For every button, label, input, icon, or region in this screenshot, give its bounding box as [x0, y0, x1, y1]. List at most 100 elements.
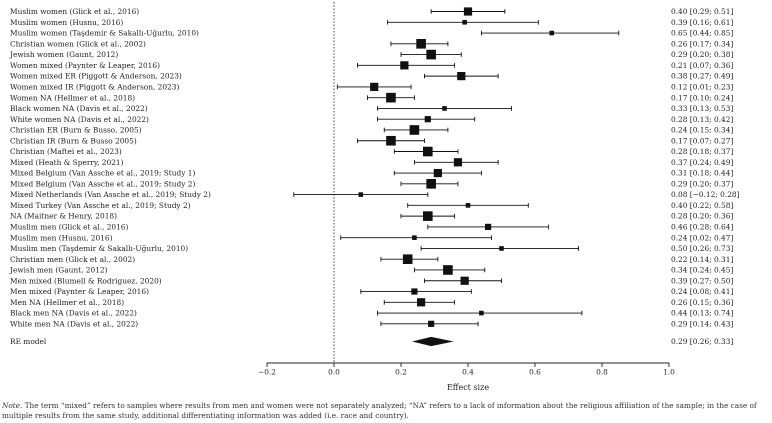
estimate-label: 0.29 [0.20; 0.37]	[671, 179, 733, 188]
x-tick-label: 0.4	[462, 368, 474, 377]
estimate-label: 0.08 [−0.12; 0.28]	[671, 190, 740, 199]
estimate-square	[462, 19, 467, 25]
summary-diamond	[412, 336, 454, 347]
estimate-label: 0.31 [0.18; 0.44]	[671, 169, 733, 178]
estimate-square	[485, 223, 492, 230]
summary-row: RE model 0.29 [0.26; 0.33]	[10, 336, 733, 347]
estimate-label: 0.22 [0.14; 0.31]	[671, 255, 733, 264]
x-tick-label: 1.0	[663, 368, 675, 377]
estimate-square	[409, 125, 420, 135]
study-label: Christian ER (Burn & Busso, 2005)	[10, 126, 142, 135]
estimate-label: 0.26 [0.15; 0.36]	[671, 298, 733, 307]
estimate-square	[412, 235, 417, 240]
study-label: Christian (Maftei et al., 2023)	[10, 147, 122, 156]
study-label: Muslim women (Glick et al., 2016)	[10, 7, 139, 16]
estimate-label: 0.37 [0.24; 0.49]	[671, 158, 733, 167]
study-label: Black women NA (Davis et al., 2022)	[10, 104, 148, 113]
estimate-labels: 0.40 [0.29; 0.51] 0.39 [0.16; 0.61] 0.65 […	[671, 7, 740, 328]
estimate-square	[400, 61, 409, 70]
estimate-label: 0.28 [0.18; 0.37]	[671, 147, 733, 156]
estimate-square	[549, 30, 555, 36]
study-label: Muslim women (Husnu, 2016)	[10, 18, 123, 27]
study-labels: Muslim women (Glick et al., 2016) Muslim …	[9, 7, 211, 328]
study-label: Muslim men (Glick et al., 2016)	[10, 223, 128, 232]
figure-note: Note. The term “mixed” refers to samples…	[2, 401, 770, 421]
estimate-square	[433, 168, 442, 178]
summary-estimate-label: 0.29 [0.26; 0.33]	[671, 337, 733, 346]
study-label: Men mixed (Paynter & Leaper, 2016)	[10, 287, 149, 296]
study-label: Muslim men (Taşdemir & Sakallı-Uğurlu, 2…	[10, 244, 188, 253]
estimate-square	[457, 72, 466, 81]
estimate-square	[426, 179, 436, 189]
estimate-label: 0.39 [0.16; 0.61]	[671, 18, 733, 27]
estimate-label: 0.12 [0.01; 0.23]	[671, 82, 733, 91]
estimate-square	[417, 298, 426, 307]
study-label: Mixed Belgium (Van Assche et al., 2019; …	[10, 179, 195, 188]
estimate-square	[416, 39, 426, 49]
estimate-square	[411, 288, 418, 295]
estimate-square	[423, 146, 433, 157]
estimate-square	[442, 106, 447, 111]
estimate-label: 0.38 [0.27; 0.49]	[671, 72, 733, 81]
estimate-label: 0.24 [0.08; 0.41]	[671, 287, 733, 296]
estimate-square	[423, 211, 433, 221]
study-label: Christian women (Glick et al., 2002)	[10, 39, 146, 48]
estimate-square	[402, 254, 413, 265]
estimate-label: 0.46 [0.28; 0.64]	[671, 223, 733, 232]
x-axis-title: Effect size	[447, 383, 489, 392]
estimate-label: 0.29 [0.20; 0.38]	[671, 50, 733, 59]
study-label: Black men NA (Davis et al., 2022)	[10, 309, 137, 318]
estimate-label: 0.17 [0.10; 0.24]	[671, 93, 733, 102]
study-label: Women NA (Hellmer et al., 2018)	[10, 93, 135, 102]
study-label: Muslim men (Husnu, 2016)	[10, 233, 113, 242]
estimate-label: 0.39 [0.27; 0.50]	[671, 276, 733, 285]
estimate-square	[460, 276, 469, 285]
forest-plot: Muslim women (Glick et al., 2016) Muslim …	[9, 2, 740, 392]
study-label: Women mixed IR (Piggott & Anderson, 2023…	[10, 82, 179, 91]
estimate-square	[358, 192, 364, 197]
study-label: Christian men (Glick et al., 2002)	[10, 255, 135, 264]
x-tick-label: 0.2	[395, 368, 407, 377]
note-prefix: Note.	[2, 401, 23, 410]
x-tick-label: 0.6	[529, 368, 541, 377]
study-label: Mixed Belgium (Van Assche et al., 2019; …	[10, 169, 195, 178]
estimate-label: 0.24 [0.02; 0.47]	[671, 233, 733, 242]
estimate-square	[453, 158, 463, 167]
estimate-label: 0.34 [0.24; 0.45]	[671, 266, 733, 275]
estimate-label: 0.17 [0.07; 0.27]	[671, 136, 733, 145]
estimate-label: 0.44 [0.13; 0.74]	[671, 309, 733, 318]
estimate-square	[479, 310, 484, 316]
estimate-label: 0.40 [0.22; 0.58]	[671, 201, 733, 210]
study-label: Muslim women (Taşdemir & Sakallı-Uğurlu,…	[10, 29, 199, 38]
study-label: Mixed (Heath & Sperry, 2021)	[10, 158, 124, 167]
estimate-square	[465, 203, 471, 208]
study-label: NA (Maitner & Henry, 2018)	[10, 212, 117, 221]
estimate-label: 0.24 [0.15; 0.34]	[671, 126, 733, 135]
estimate-label: 0.65 [0.44; 0.85]	[671, 29, 733, 38]
estimate-label: 0.29 [0.14; 0.43]	[671, 319, 733, 328]
study-label: Women mixed (Paynter & Leaper, 2016)	[10, 61, 160, 70]
study-label: Mixed Netherlands (Van Assche et al., 20…	[10, 190, 211, 199]
study-label: Men mixed (Blumell & Rodriguez, 2020)	[10, 276, 162, 285]
x-axis: −0.2 0.0 0.2 0.4 0.6 0.8 1.0 Effect size	[258, 362, 675, 392]
estimate-square	[386, 135, 396, 146]
estimate-square	[499, 246, 504, 251]
study-label: White men NA (Davis et al., 2022)	[10, 319, 138, 328]
estimate-label: 0.28 [0.13; 0.42]	[671, 115, 733, 124]
study-label: Men NA (Hellmer et al., 2018)	[10, 298, 124, 307]
x-tick-label: 0.8	[596, 368, 608, 377]
estimate-square	[443, 265, 453, 275]
estimate-square	[386, 92, 396, 103]
estimate-square	[428, 320, 435, 327]
estimate-label: 0.50 [0.26; 0.73]	[671, 244, 733, 253]
estimate-square	[424, 116, 431, 123]
estimate-square	[370, 82, 379, 91]
study-marks	[293, 7, 620, 327]
study-label: Jewish men (Gaunt, 2012)	[9, 266, 108, 275]
estimate-label: 0.40 [0.29; 0.51]	[671, 7, 733, 16]
estimate-label: 0.28 [0.20; 0.36]	[671, 212, 733, 221]
estimate-label: 0.33 [0.13; 0.53]	[671, 104, 733, 113]
x-tick-label: −0.2	[258, 368, 276, 377]
estimate-label: 0.26 [0.17; 0.34]	[671, 39, 733, 48]
x-tick-label: 0.0	[328, 368, 340, 377]
